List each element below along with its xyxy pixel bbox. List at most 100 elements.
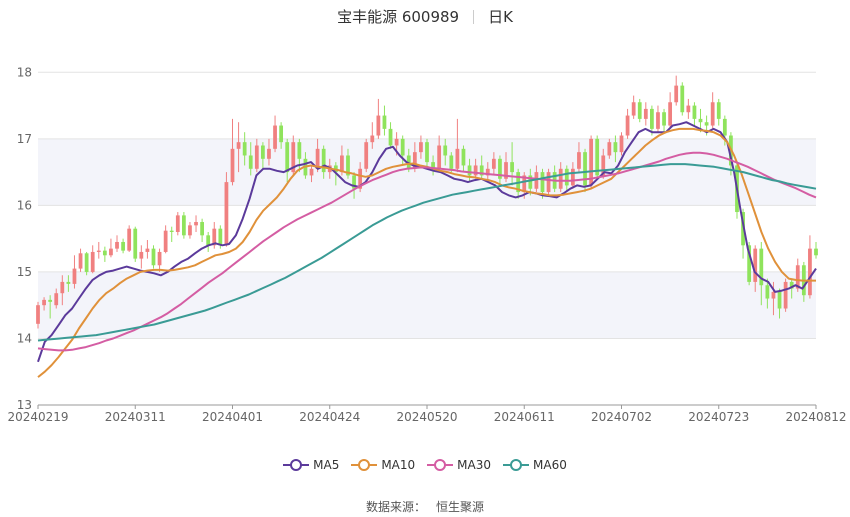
candle-body[interactable] bbox=[54, 293, 59, 306]
candle-body[interactable] bbox=[722, 118, 727, 136]
candle-body[interactable] bbox=[218, 228, 223, 246]
candle-body[interactable] bbox=[668, 102, 673, 126]
candle-body[interactable] bbox=[589, 138, 593, 186]
candle-body[interactable] bbox=[607, 142, 612, 156]
candle-body[interactable] bbox=[698, 118, 703, 123]
candle-body[interactable] bbox=[212, 228, 217, 246]
candle-body[interactable] bbox=[570, 168, 575, 186]
candle-body[interactable] bbox=[242, 142, 247, 156]
candle-body[interactable] bbox=[48, 299, 53, 302]
candle-body[interactable] bbox=[102, 250, 107, 256]
candle-body[interactable] bbox=[394, 138, 399, 146]
candle-body[interactable] bbox=[504, 162, 508, 179]
candle-body[interactable] bbox=[674, 85, 679, 103]
legend-item-ma30[interactable]: MA30 bbox=[427, 458, 491, 472]
candle-body[interactable] bbox=[498, 158, 502, 179]
candle-body[interactable] bbox=[479, 165, 484, 176]
candle-body[interactable] bbox=[175, 215, 180, 232]
candle-body[interactable] bbox=[109, 248, 113, 256]
candle-body[interactable] bbox=[716, 102, 721, 119]
candle-body[interactable] bbox=[601, 155, 606, 176]
candle-body[interactable] bbox=[437, 145, 442, 169]
candle-body[interactable] bbox=[814, 248, 818, 256]
candle-body[interactable] bbox=[42, 299, 46, 306]
candle-body[interactable] bbox=[577, 152, 581, 169]
candle-body[interactable] bbox=[613, 142, 618, 153]
candle-body[interactable] bbox=[224, 182, 229, 246]
candle-body[interactable] bbox=[364, 142, 369, 169]
candle-body[interactable] bbox=[248, 155, 253, 169]
candle-body[interactable] bbox=[419, 142, 423, 153]
candle-body[interactable] bbox=[66, 281, 71, 284]
candle-body[interactable] bbox=[157, 251, 162, 266]
candle-body[interactable] bbox=[96, 250, 101, 252]
candle-body[interactable] bbox=[206, 235, 211, 246]
candle-body[interactable] bbox=[340, 155, 344, 173]
candle-body[interactable] bbox=[662, 112, 666, 126]
legend-item-ma5[interactable]: MA5 bbox=[283, 458, 339, 472]
candle-body[interactable] bbox=[680, 85, 685, 113]
candle-body[interactable] bbox=[121, 241, 125, 251]
candle-body[interactable] bbox=[425, 142, 429, 163]
candle-body[interactable] bbox=[279, 125, 284, 143]
candle-body[interactable] bbox=[528, 175, 533, 189]
candle-body[interactable] bbox=[747, 245, 752, 282]
candle-body[interactable] bbox=[382, 115, 387, 129]
candle-body[interactable] bbox=[558, 168, 563, 189]
candle-body[interactable] bbox=[467, 165, 472, 176]
candle-body[interactable] bbox=[36, 305, 40, 324]
candle-body[interactable] bbox=[254, 145, 259, 169]
candle-body[interactable] bbox=[388, 128, 393, 146]
candle-body[interactable] bbox=[261, 145, 265, 159]
candle-body[interactable] bbox=[771, 291, 776, 299]
candle-body[interactable] bbox=[412, 152, 417, 169]
candle-body[interactable] bbox=[346, 155, 350, 176]
candle-body[interactable] bbox=[473, 165, 478, 176]
candle-body[interactable] bbox=[491, 158, 496, 169]
candle-body[interactable] bbox=[625, 115, 630, 136]
candle-body[interactable] bbox=[443, 145, 448, 156]
candle-body[interactable] bbox=[90, 251, 95, 272]
candle-body[interactable] bbox=[431, 162, 435, 169]
candle-body[interactable] bbox=[686, 105, 691, 113]
candle-body[interactable] bbox=[236, 142, 241, 149]
candle-body[interactable] bbox=[455, 148, 460, 169]
candle-body[interactable] bbox=[595, 138, 600, 176]
candle-body[interactable] bbox=[188, 225, 192, 236]
legend-item-ma60[interactable]: MA60 bbox=[503, 458, 567, 472]
candle-body[interactable] bbox=[510, 162, 514, 173]
candle-body[interactable] bbox=[309, 168, 314, 176]
candle-body[interactable] bbox=[163, 230, 168, 252]
candle-body[interactable] bbox=[267, 148, 271, 159]
candle-body[interactable] bbox=[352, 175, 356, 189]
candle-body[interactable] bbox=[704, 122, 709, 126]
candle-body[interactable] bbox=[583, 152, 587, 186]
legend-item-ma10[interactable]: MA10 bbox=[351, 458, 415, 472]
candle-body[interactable] bbox=[449, 155, 454, 169]
candle-body[interactable] bbox=[321, 148, 326, 173]
candle-body[interactable] bbox=[710, 102, 715, 126]
candle-body[interactable] bbox=[145, 248, 150, 252]
candle-body[interactable] bbox=[795, 265, 800, 289]
candle-body[interactable] bbox=[78, 253, 83, 269]
candle-body[interactable] bbox=[656, 112, 660, 129]
candle-body[interactable] bbox=[169, 230, 174, 232]
candle-body[interactable] bbox=[759, 248, 764, 286]
candle-body[interactable] bbox=[650, 108, 654, 129]
candle-body[interactable] bbox=[637, 102, 642, 119]
candle-body[interactable] bbox=[619, 135, 624, 153]
candle-body[interactable] bbox=[194, 222, 198, 226]
candle-body[interactable] bbox=[789, 281, 794, 289]
candle-body[interactable] bbox=[522, 175, 527, 193]
candle-body[interactable] bbox=[808, 248, 812, 296]
candle-body[interactable] bbox=[643, 108, 648, 119]
candle-body[interactable] bbox=[631, 102, 636, 116]
candle-body[interactable] bbox=[133, 228, 138, 259]
candle-body[interactable] bbox=[753, 248, 758, 282]
candle-body[interactable] bbox=[60, 281, 65, 294]
candle-body[interactable] bbox=[765, 285, 770, 299]
candle-body[interactable] bbox=[84, 253, 89, 272]
candle-body[interactable] bbox=[273, 125, 277, 149]
candle-body[interactable] bbox=[546, 172, 551, 193]
candle-body[interactable] bbox=[534, 172, 539, 189]
